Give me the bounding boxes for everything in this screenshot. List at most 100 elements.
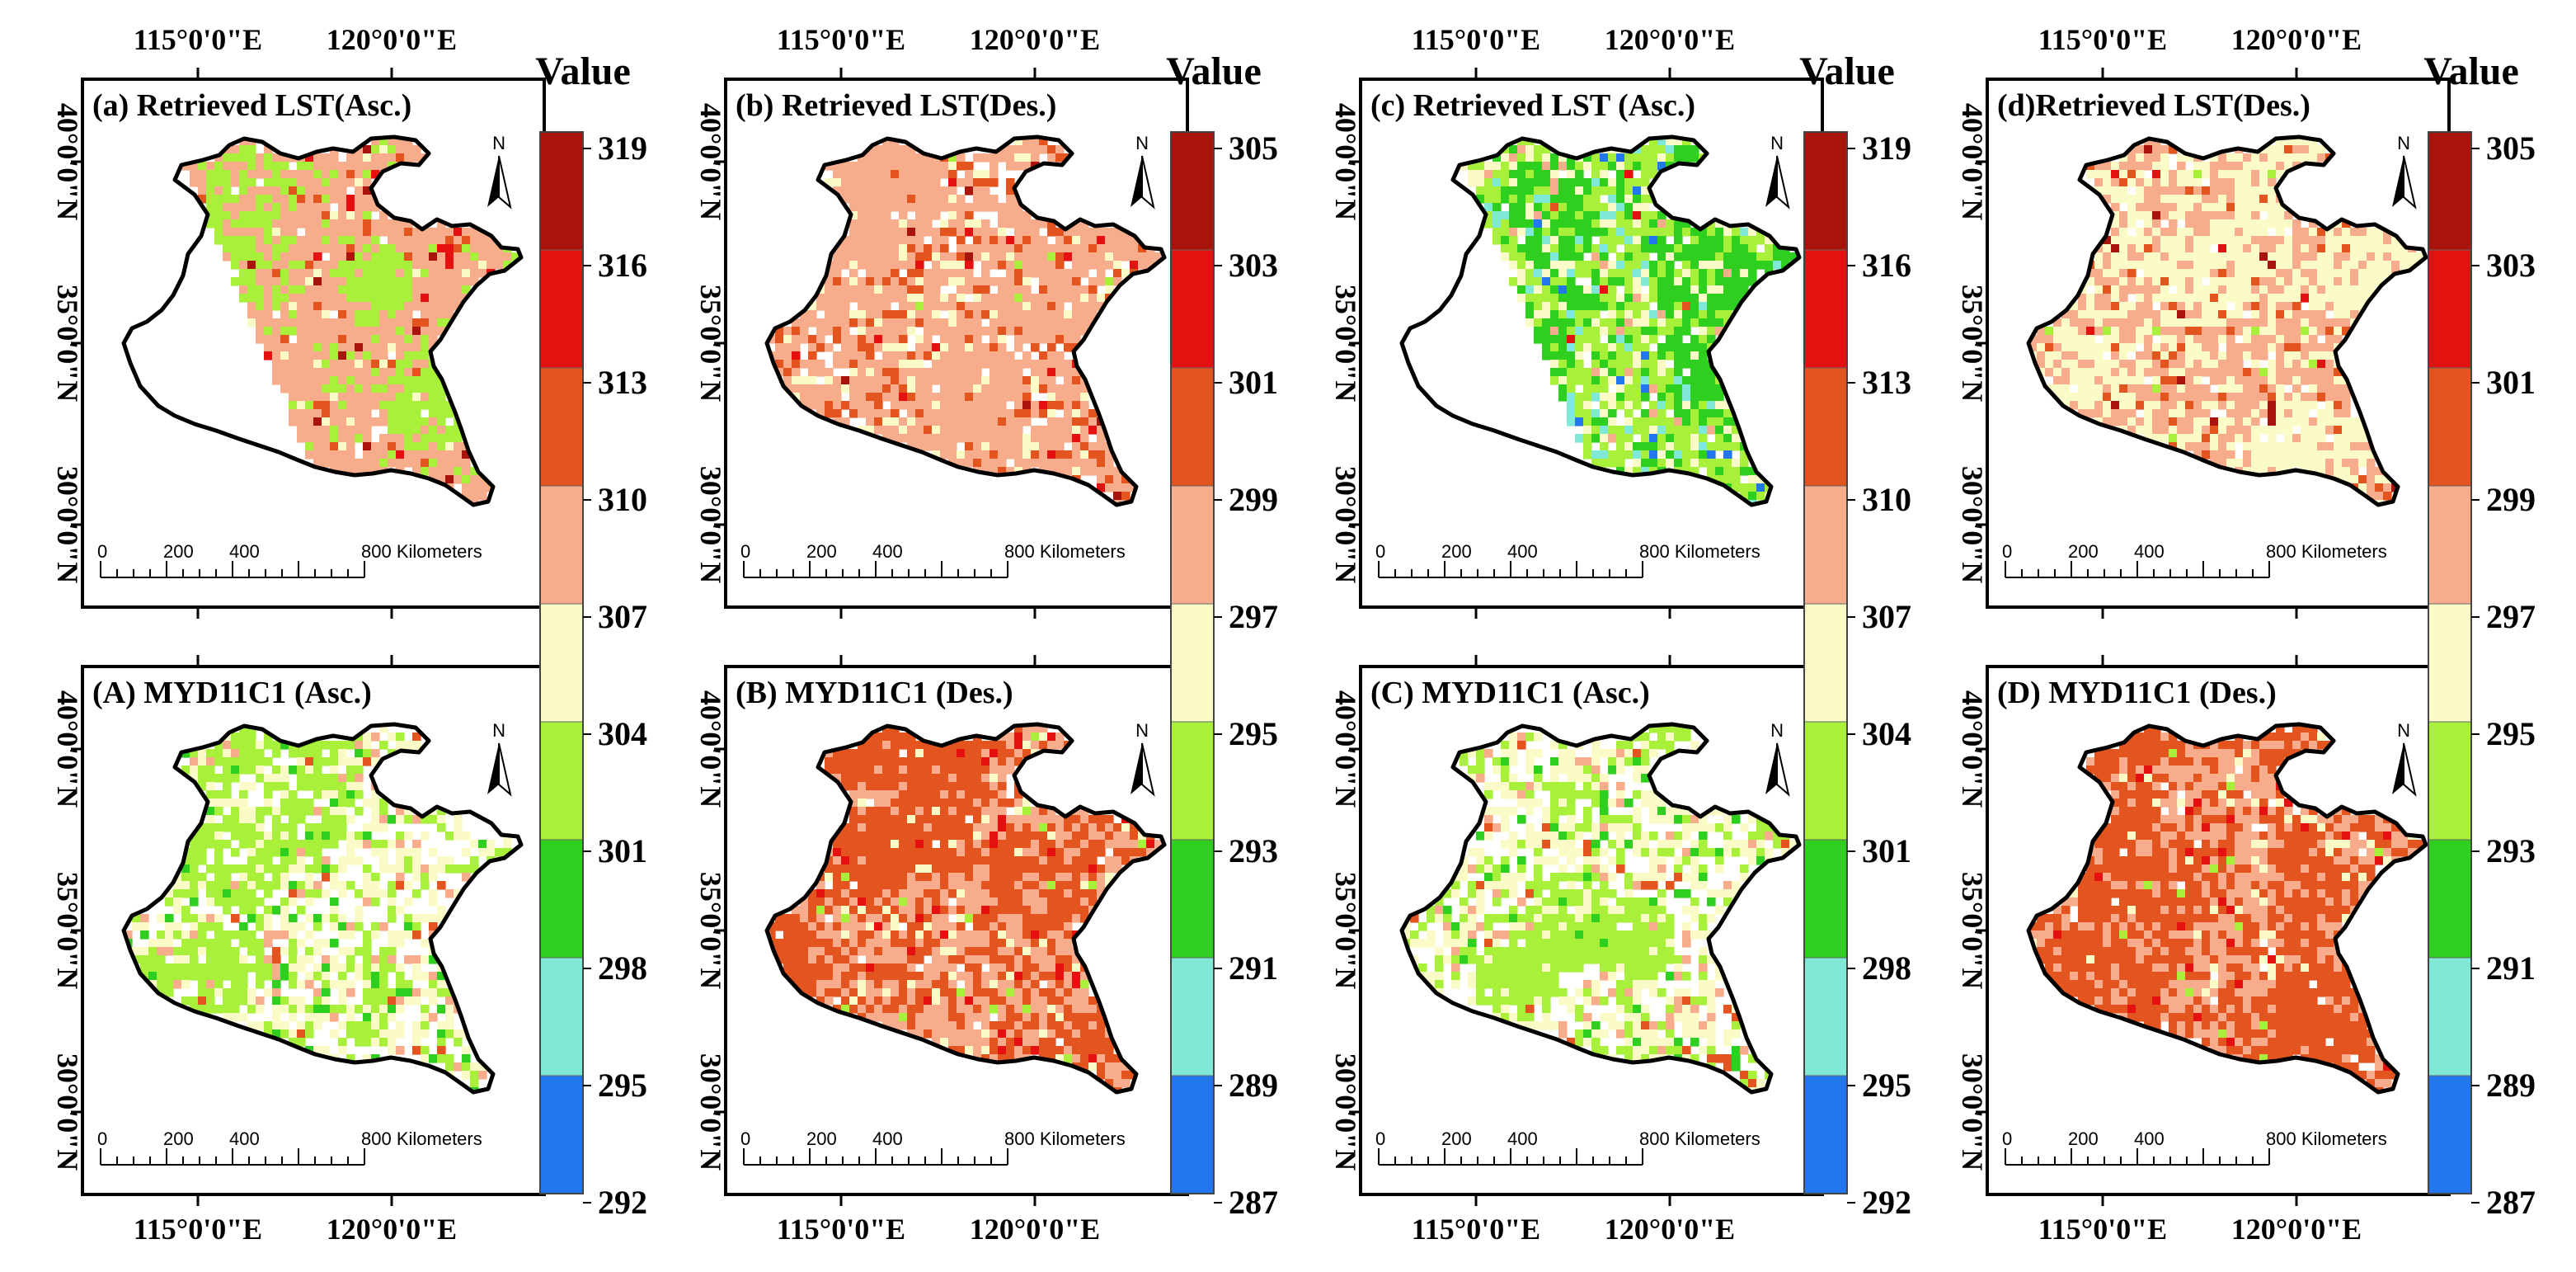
raster-cell <box>412 318 421 327</box>
raster-cell <box>272 285 281 294</box>
raster-cell <box>981 343 990 352</box>
raster-cell <box>1616 302 1625 311</box>
raster-cell <box>2119 393 2128 402</box>
raster-cell <box>1567 401 1576 410</box>
raster-cell <box>816 294 825 303</box>
raster-cell <box>849 178 858 187</box>
raster-cell <box>305 774 314 783</box>
raster-cell <box>239 741 248 750</box>
raster-cell <box>396 376 405 385</box>
raster-cell <box>1575 343 1584 352</box>
raster-cell <box>948 228 957 237</box>
raster-cell <box>355 906 364 915</box>
raster-cell <box>289 252 298 261</box>
raster-cell <box>2358 475 2367 484</box>
raster-cell <box>973 442 982 451</box>
raster-cell <box>915 244 924 253</box>
raster-cell <box>858 393 867 402</box>
raster-cell <box>1649 261 1658 270</box>
raster-cell <box>2177 195 2186 204</box>
raster-cell <box>1014 162 1023 171</box>
raster-cell <box>2301 335 2310 344</box>
raster-cell <box>998 368 1007 377</box>
raster-cell <box>957 360 966 369</box>
raster-cell <box>1633 351 1642 360</box>
raster-cell <box>1616 426 1625 435</box>
raster-cell <box>924 327 933 336</box>
raster-cell <box>1130 244 1139 253</box>
raster-cell <box>330 906 339 915</box>
raster-cell <box>2045 343 2054 352</box>
raster-cell <box>2218 277 2227 286</box>
raster-cell <box>2177 162 2186 171</box>
raster-cell <box>297 302 306 311</box>
raster-cell <box>891 153 900 163</box>
raster-cell <box>231 741 240 750</box>
raster-cell <box>322 914 331 923</box>
raster-cell <box>1550 244 1559 253</box>
raster-cell <box>412 228 421 237</box>
raster-cell <box>2111 203 2120 212</box>
raster-cell <box>874 368 883 377</box>
raster-cell <box>940 351 949 360</box>
raster-cell <box>1006 195 1015 204</box>
raster-cell <box>2334 302 2343 311</box>
raster-cell <box>396 434 405 443</box>
raster-cell <box>1649 145 1658 154</box>
raster-cell <box>1600 244 1609 253</box>
raster-cell <box>2284 211 2293 220</box>
raster-cell <box>907 302 916 311</box>
raster-cell <box>2334 236 2343 245</box>
raster-cell <box>924 368 933 377</box>
raster-cell <box>849 294 858 303</box>
raster-cell <box>1666 368 1675 377</box>
raster-cell <box>775 351 784 360</box>
raster-cell <box>800 327 809 336</box>
raster-cell <box>272 302 281 311</box>
raster-cell <box>2144 302 2153 311</box>
north-arrow-icon: N <box>2392 133 2417 210</box>
raster-cell <box>412 327 421 336</box>
raster-cell <box>1542 211 1551 220</box>
raster-cell <box>2292 360 2301 369</box>
raster-cell <box>338 442 347 451</box>
raster-cell <box>330 368 339 377</box>
raster-cell <box>2202 244 2211 253</box>
raster-cell <box>957 351 966 360</box>
raster-cell <box>1591 269 1601 278</box>
raster-cell <box>2301 277 2310 286</box>
raster-cell <box>1707 244 1716 253</box>
raster-cell <box>1064 393 1073 402</box>
raster-cell <box>264 170 273 179</box>
raster-cell <box>264 310 273 319</box>
raster-cell <box>1492 153 1502 163</box>
raster-cell <box>1591 302 1601 311</box>
raster-cell <box>247 170 256 179</box>
raster-cell <box>981 252 990 261</box>
raster-cell <box>990 376 999 385</box>
raster-cell <box>1591 162 1601 171</box>
raster-cell <box>223 774 232 783</box>
raster-cell <box>858 351 867 360</box>
raster-cell <box>1616 219 1625 228</box>
raster-cell <box>924 376 933 385</box>
raster-cell <box>1732 261 1741 270</box>
raster-cell <box>1616 195 1625 204</box>
raster-cell <box>1748 228 1757 237</box>
raster-cell <box>891 343 900 352</box>
raster-cell <box>2276 343 2285 352</box>
raster-cell <box>800 376 809 385</box>
raster-cell <box>1624 203 1634 212</box>
raster-cell <box>1006 351 1015 360</box>
raster-cell <box>1666 310 1675 319</box>
raster-cell <box>1080 393 1089 402</box>
raster-cell <box>470 864 479 874</box>
raster-cell <box>2292 459 2301 468</box>
raster-cell <box>289 417 298 426</box>
raster-cell <box>289 881 298 890</box>
raster-cell <box>1525 236 1535 245</box>
raster-cell <box>1682 285 1691 294</box>
raster-cell <box>1723 434 1732 443</box>
raster-cell <box>957 318 966 327</box>
raster-cell <box>2094 368 2104 377</box>
